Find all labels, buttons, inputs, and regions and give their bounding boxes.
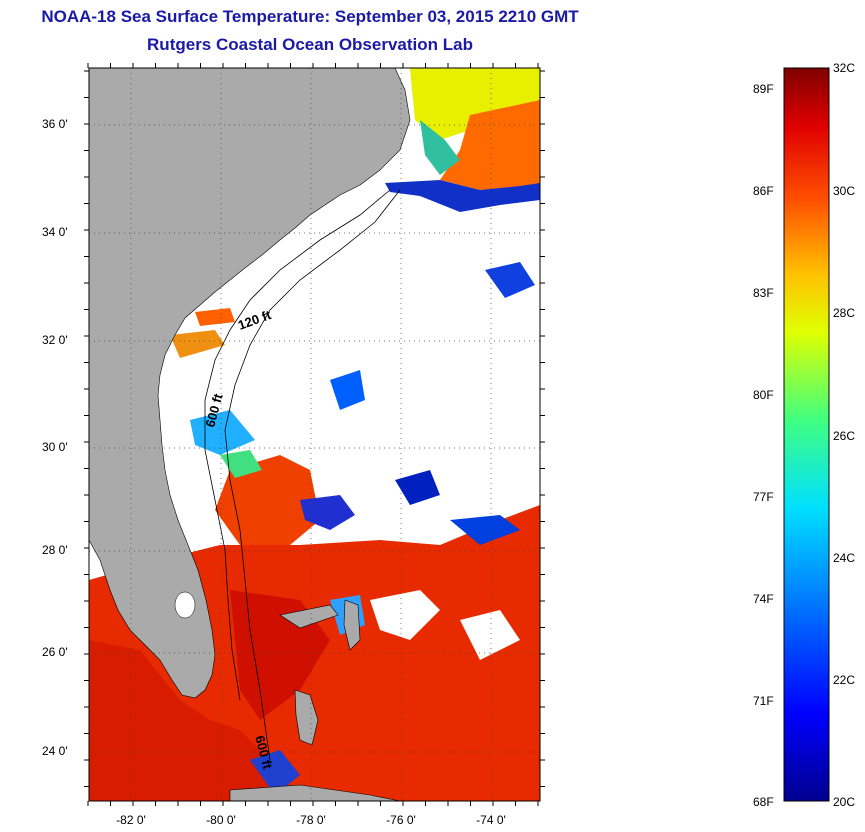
island-abaco <box>343 599 361 651</box>
orange-water-north <box>440 100 540 190</box>
lon-tick-label: -80 0' <box>206 813 236 827</box>
island-grand-bahama <box>279 604 339 629</box>
cool-patch-6 <box>395 470 440 505</box>
colorbar-f-label: 74F <box>753 592 774 606</box>
cloud-hole-1 <box>370 590 440 640</box>
coastal-warm-1 <box>170 330 225 358</box>
lon-tick-label: -78 0' <box>296 813 326 827</box>
colorbar-f-label: 77F <box>753 490 774 504</box>
cool-patch-2 <box>330 370 365 410</box>
yellow-water-north <box>410 68 540 140</box>
colorbar-f-label: 80F <box>753 388 774 402</box>
colorbar-c-label: 32C <box>833 61 856 75</box>
cool-patch-4 <box>190 410 255 455</box>
colorbar-c-label: 30C <box>833 184 856 198</box>
blue-front-north <box>385 180 540 212</box>
land-us-coast <box>89 68 411 699</box>
map-area <box>89 68 540 801</box>
lon-tick-label: -74 0' <box>476 813 506 827</box>
warm-water-offshore <box>215 455 320 545</box>
lon-tick-label: -76 0' <box>386 813 416 827</box>
colorbar-f-label: 71F <box>753 694 774 708</box>
colorbar-f-label: 68F <box>753 795 774 809</box>
cool-patch-9 <box>250 750 300 795</box>
lat-tick-label: 36 0' <box>42 117 68 131</box>
lat-tick-label: 32 0' <box>42 333 68 347</box>
island-andros <box>294 689 319 746</box>
lon-tick-label: -82 0' <box>116 813 146 827</box>
cool-patch-3 <box>485 262 535 298</box>
map-title: NOAA-18 Sea Surface Temperature: Septemb… <box>41 7 579 26</box>
green-band-north <box>420 120 460 175</box>
map-frame <box>88 67 541 802</box>
colorbar-c-label: 28C <box>833 306 856 320</box>
colorbar-c-label: 26C <box>833 429 856 443</box>
colorbar-f-label: 83F <box>753 286 774 300</box>
cloud-hole-2 <box>460 610 520 660</box>
colorbar-c-label: 20C <box>833 795 856 809</box>
contour-120ft <box>204 189 391 701</box>
frame-ticks <box>84 63 545 806</box>
contour-600ft <box>224 189 401 761</box>
lat-tick-label: 28 0' <box>42 543 68 557</box>
graticule <box>89 68 540 801</box>
colorbar-f-label: 86F <box>753 184 774 198</box>
colorbar-f-label: 89F <box>753 82 774 96</box>
lat-tick-label: 26 0' <box>42 645 68 659</box>
warm-water-gulf <box>89 640 300 801</box>
lat-tick-label: 24 0' <box>42 744 68 758</box>
colorbar-c-label: 22C <box>833 673 856 687</box>
map-subtitle: Rutgers Coastal Ocean Observation Lab <box>147 35 473 54</box>
cool-patch-5 <box>220 450 262 478</box>
lake-okeechobee <box>174 591 196 619</box>
colorbar-c-label: 24C <box>833 551 856 565</box>
lat-tick-label: 30 0' <box>42 440 68 454</box>
colorbar <box>783 67 830 802</box>
cool-patch-7 <box>450 515 520 545</box>
island-cuba-edge <box>229 784 401 801</box>
cool-patch-1 <box>300 495 355 530</box>
coastal-warm-2 <box>195 308 235 326</box>
lat-tick-label: 34 0' <box>42 225 68 239</box>
